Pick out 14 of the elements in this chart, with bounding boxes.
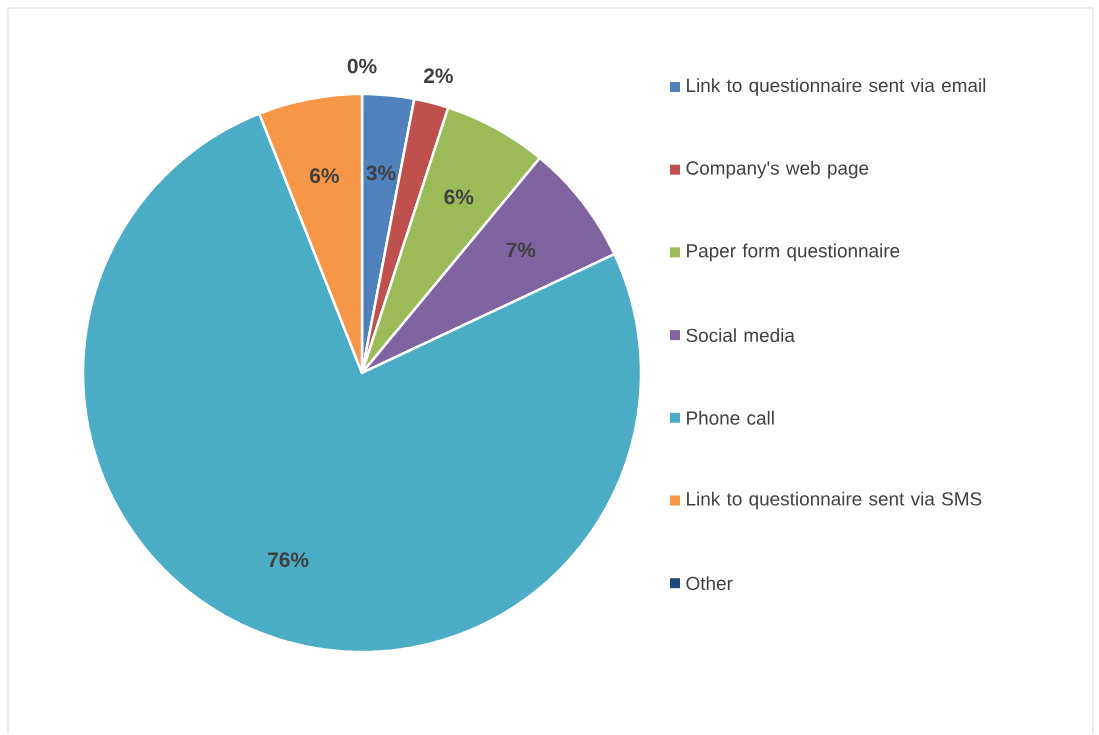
legend-label: Social media bbox=[686, 328, 795, 343]
data-label: 6% bbox=[444, 189, 474, 205]
data-label: 3% bbox=[366, 165, 396, 181]
legend-label: Other bbox=[686, 576, 733, 591]
data-label: 7% bbox=[506, 242, 536, 258]
data-label: 76% bbox=[268, 552, 309, 568]
text: 0% bbox=[347, 58, 377, 74]
legend-label: Company's web page bbox=[686, 160, 869, 179]
legend-label: Phone call bbox=[687, 410, 774, 425]
data-label: 6% bbox=[310, 168, 339, 184]
legend-label: Link to questionnaire sent via email bbox=[687, 78, 986, 96]
legend-label: Link to questionnaire sent via SMS bbox=[687, 491, 982, 510]
legend-label: Paper form questionnaire bbox=[687, 243, 900, 262]
data-label: 2% bbox=[423, 68, 453, 84]
